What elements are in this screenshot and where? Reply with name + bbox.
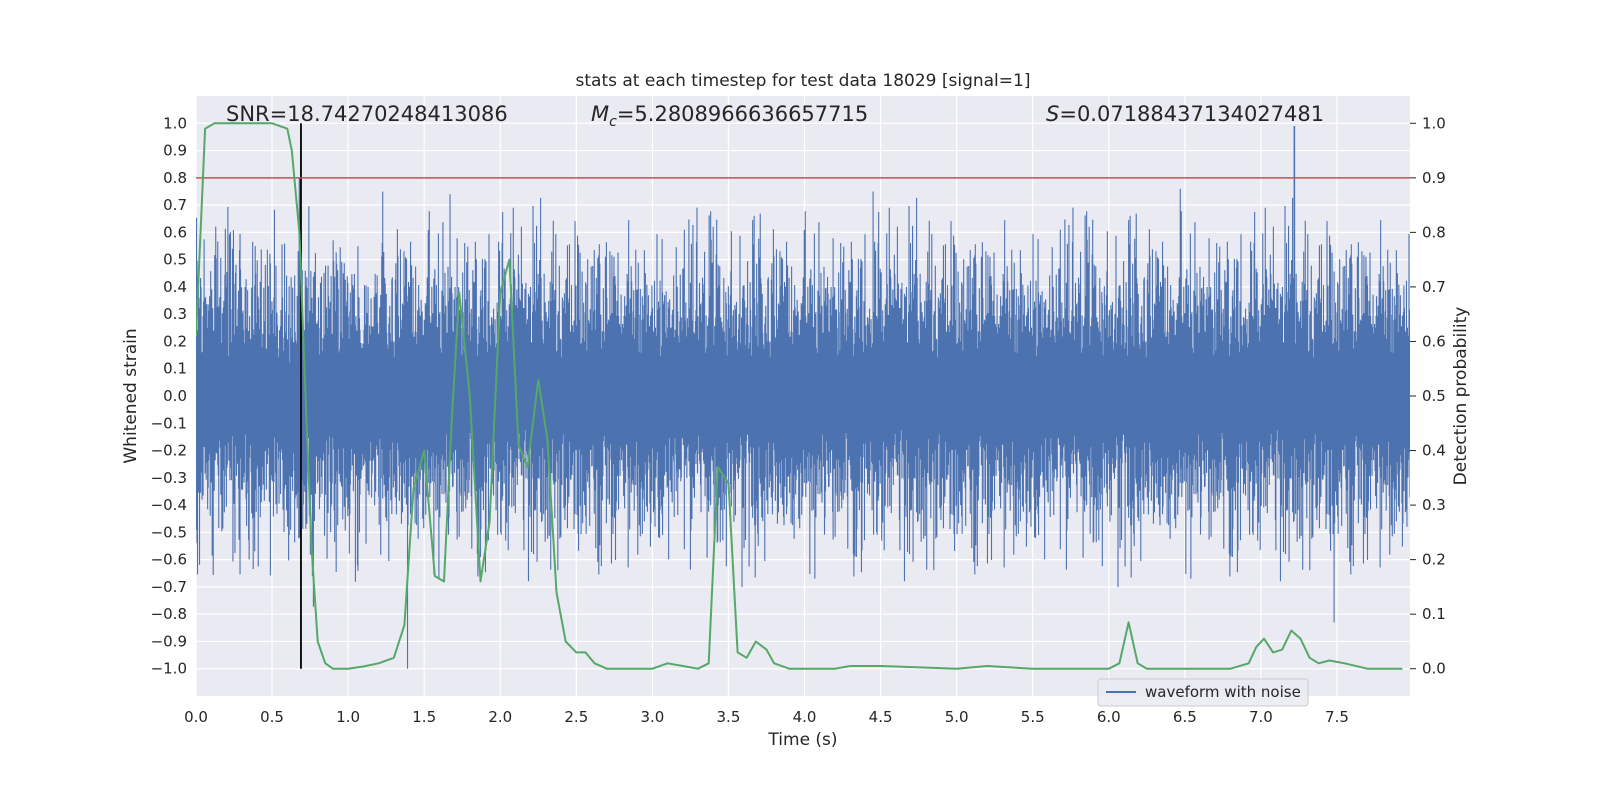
y-right-tick-label: 0.9 <box>1422 169 1446 187</box>
legend: waveform with noise <box>1097 678 1309 707</box>
chirp-mass-annotation: Mc=5.2808966636657715 <box>591 102 868 130</box>
y-right-tick-labels: 1.0 0.9 0.8 0.7 0.6 0.5 0.4 0.3 0.2 0.1 0.0 <box>1410 114 1446 678</box>
y-left-tick-label: −0.4 <box>151 496 187 514</box>
x-tick-label: 6.0 <box>1097 708 1121 726</box>
s-annotation: S=0.07188437134027481 <box>1046 102 1324 126</box>
y-right-tick-label: 0.2 <box>1422 551 1446 569</box>
y-left-tick-label: −0.3 <box>151 469 187 487</box>
reference-lines <box>196 123 1410 669</box>
x-tick-label: 5.0 <box>945 708 969 726</box>
s-symbol: S <box>1046 102 1059 126</box>
waveform-trace <box>196 126 1410 669</box>
snr-annotation: SNR=18.74270248413086 <box>226 102 508 126</box>
y-right-tick-label: 0.8 <box>1422 223 1446 241</box>
x-tick-label: 4.5 <box>869 708 893 726</box>
x-tick-label: 0.5 <box>260 708 284 726</box>
y-right-tick-label: 0.6 <box>1422 332 1446 350</box>
x-tick-label: 6.5 <box>1173 708 1197 726</box>
x-tick-label: 3.0 <box>640 708 664 726</box>
y-right-tick-label: 0.0 <box>1422 660 1446 678</box>
y-left-tick-label: −0.9 <box>151 632 187 650</box>
y-right-tick-label: 0.4 <box>1422 442 1446 460</box>
chirp-mass-subscript: c <box>609 114 617 130</box>
y-left-tick-label: 0.6 <box>163 223 187 241</box>
x-tick-labels: 0.0 0.5 1.0 1.5 2.0 2.5 3.0 3.5 4.0 4.5 5.0 5.5 6.0 6… <box>184 708 1349 726</box>
x-tick-label: 0.0 <box>184 708 208 726</box>
y-right-tick-label: 0.7 <box>1422 278 1446 296</box>
s-value: =0.07188437134027481 <box>1059 102 1324 126</box>
chirp-mass-symbol: M <box>591 102 609 126</box>
x-tick-label: 2.0 <box>488 708 512 726</box>
y-left-tick-label: 0.8 <box>163 169 187 187</box>
y-left-tick-label: 0.3 <box>163 305 187 323</box>
x-tick-label: 7.0 <box>1249 708 1273 726</box>
x-tick-label: 1.5 <box>412 708 436 726</box>
x-tick-label: 5.5 <box>1021 708 1045 726</box>
y-left-tick-label: −0.6 <box>151 551 187 569</box>
chirp-mass-value: =5.2808966636657715 <box>617 102 868 126</box>
y-right-tick-label: 0.3 <box>1422 496 1446 514</box>
waveform-series <box>196 126 1410 669</box>
detection-probability-line <box>196 122 1403 670</box>
legend-entry-label: waveform with noise <box>1145 683 1301 701</box>
y-left-tick-label: 0.9 <box>163 142 187 160</box>
y-left-tick-label: 0.4 <box>163 278 187 296</box>
y-axis-label-left: Whitened strain <box>121 328 141 463</box>
y-right-tick-label: 0.5 <box>1422 387 1446 405</box>
y-axis-label-right: Detection probability <box>1451 307 1471 486</box>
x-tick-label: 7.5 <box>1325 708 1349 726</box>
y-left-tick-label: 0.5 <box>163 251 187 269</box>
chart-title: stats at each timestep for test data 180… <box>576 71 1031 91</box>
y-left-tick-label: 0.1 <box>163 360 187 378</box>
y-left-tick-label: −0.2 <box>151 442 187 460</box>
y-left-tick-label: 0.7 <box>163 196 187 214</box>
x-tick-label: 1.0 <box>336 708 360 726</box>
legend-box <box>1097 678 1309 707</box>
y-left-tick-label: −0.5 <box>151 523 187 541</box>
x-tick-label: 4.0 <box>793 708 817 726</box>
y-left-tick-label: −0.7 <box>151 578 187 596</box>
y-left-tick-label: 1.0 <box>163 114 187 132</box>
y-left-tick-label: 0.2 <box>163 332 187 350</box>
y-right-tick-label: 1.0 <box>1422 114 1446 132</box>
y-left-tick-label: 0.0 <box>163 387 187 405</box>
y-left-tick-label: −0.8 <box>151 605 187 623</box>
y-left-tick-labels: 1.0 0.9 0.8 0.7 0.6 0.5 0.4 0.3 0.2 0.1 0.0 −0.1 −0.… <box>151 114 187 677</box>
detection-probability-series <box>196 122 1403 670</box>
y-right-tick-label: 0.1 <box>1422 605 1446 623</box>
x-tick-label: 2.5 <box>564 708 588 726</box>
y-left-tick-label: −0.1 <box>151 414 187 432</box>
y-left-tick-label: −1.0 <box>151 660 187 678</box>
x-tick-label: 3.5 <box>717 708 741 726</box>
x-axis-label: Time (s) <box>767 730 837 750</box>
